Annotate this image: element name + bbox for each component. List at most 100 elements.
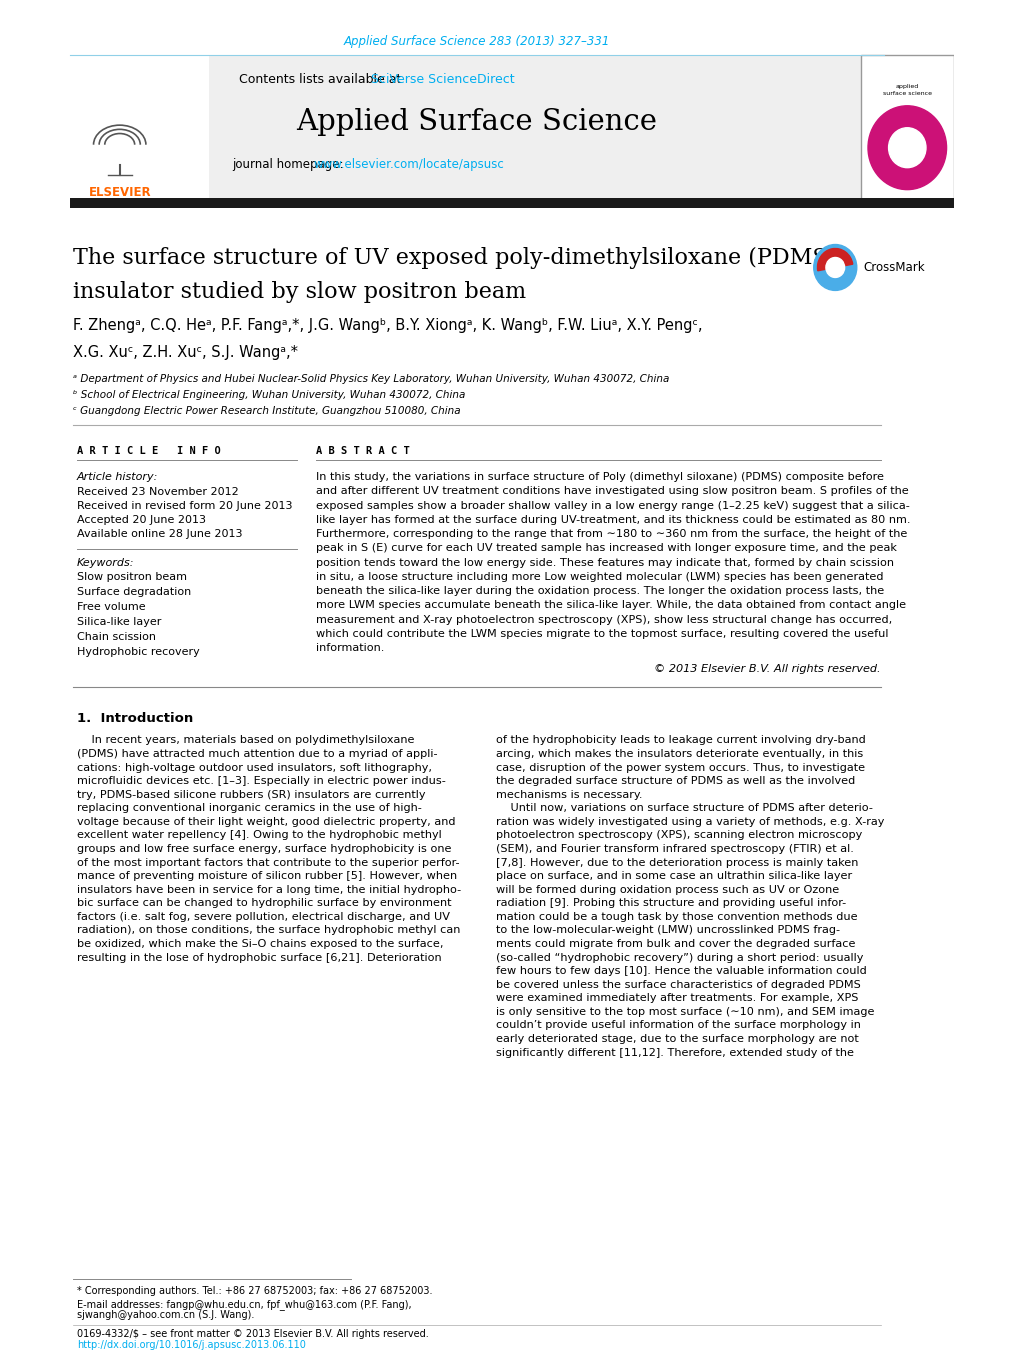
Text: case, disruption of the power system occurs. Thus, to investigate: case, disruption of the power system occ… (495, 762, 864, 773)
Text: of the hydrophobicity leads to leakage current involving dry-band: of the hydrophobicity leads to leakage c… (495, 735, 865, 746)
Text: peak in S (E) curve for each UV treated sample has increased with longer exposur: peak in S (E) curve for each UV treated … (316, 543, 896, 554)
Text: A R T I C L E   I N F O: A R T I C L E I N F O (76, 446, 220, 457)
Text: were examined immediately after treatments. For example, XPS: were examined immediately after treatmen… (495, 993, 857, 1004)
Text: insulators have been in service for a long time, the initial hydropho-: insulators have been in service for a lo… (76, 885, 461, 894)
Text: In this study, the variations in surface structure of Poly (dimethyl siloxane) (: In this study, the variations in surface… (316, 471, 883, 482)
Bar (860, 55, 953, 204)
Text: Accepted 20 June 2013: Accepted 20 June 2013 (76, 515, 206, 526)
Text: position tends toward the low energy side. These features may indicate that, for: position tends toward the low energy sid… (316, 558, 894, 567)
Text: F. Zhengᵃ, C.Q. Heᵃ, P.F. Fangᵃ,*, J.G. Wangᵇ, B.Y. Xiongᵃ, K. Wangᵇ, F.W. Liuᵃ,: F. Zhengᵃ, C.Q. Heᵃ, P.F. Fangᵃ,*, J.G. … (73, 317, 702, 332)
Text: A B S T R A C T: A B S T R A C T (316, 446, 410, 457)
Text: more LWM species accumulate beneath the silica-like layer. While, the data obtai: more LWM species accumulate beneath the … (316, 600, 906, 611)
Text: exposed samples show a broader shallow valley in a low energy range (1–2.25 keV): exposed samples show a broader shallow v… (316, 501, 909, 511)
Text: journal homepage:: journal homepage: (231, 158, 346, 172)
Text: early deteriorated stage, due to the surface morphology are not: early deteriorated stage, due to the sur… (495, 1034, 858, 1044)
Text: * Corresponding authors. Tel.: +86 27 68752003; fax: +86 27 68752003.: * Corresponding authors. Tel.: +86 27 68… (76, 1286, 432, 1297)
Text: ments could migrate from bulk and cover the degraded surface: ments could migrate from bulk and cover … (495, 939, 854, 948)
Text: Available online 28 June 2013: Available online 28 June 2013 (76, 530, 242, 539)
Text: resulting in the lose of hydrophobic surface [6,21]. Deterioration: resulting in the lose of hydrophobic sur… (76, 952, 441, 963)
Text: applied
surface science: applied surface science (881, 84, 931, 96)
Text: will be formed during oxidation process such as UV or Ozone: will be formed during oxidation process … (495, 885, 839, 894)
Text: (PDMS) have attracted much attention due to a myriad of appli-: (PDMS) have attracted much attention due… (76, 748, 437, 759)
Text: Contents lists available at: Contents lists available at (238, 73, 405, 86)
Text: excellent water repellency [4]. Owing to the hydrophobic methyl: excellent water repellency [4]. Owing to… (76, 831, 441, 840)
Bar (70, 55, 860, 204)
Text: like layer has formed at the surface during UV-treatment, and its thickness coul: like layer has formed at the surface dur… (316, 515, 910, 524)
Text: few hours to few days [10]. Hence the valuable information could: few hours to few days [10]. Hence the va… (495, 966, 865, 977)
Text: ELSEVIER: ELSEVIER (89, 186, 151, 199)
Text: voltage because of their light weight, good dielectric property, and: voltage because of their light weight, g… (76, 817, 454, 827)
Text: In recent years, materials based on polydimethylsiloxane: In recent years, materials based on poly… (76, 735, 414, 746)
Text: ration was widely investigated using a variety of methods, e.g. X-ray: ration was widely investigated using a v… (495, 817, 883, 827)
Text: The surface structure of UV exposed poly-dimethylsiloxane (PDMS): The surface structure of UV exposed poly… (73, 246, 836, 269)
Text: is only sensitive to the top most surface (∼10 nm), and SEM image: is only sensitive to the top most surfac… (495, 1006, 873, 1017)
Circle shape (825, 258, 844, 277)
Text: be oxidized, which make the Si–O chains exposed to the surface,: be oxidized, which make the Si–O chains … (76, 939, 443, 948)
Text: be covered unless the surface characteristics of degraded PDMS: be covered unless the surface characteri… (495, 979, 860, 990)
Text: http://dx.doi.org/10.1016/j.apsusc.2013.06.110: http://dx.doi.org/10.1016/j.apsusc.2013.… (76, 1340, 306, 1350)
Text: Received in revised form 20 June 2013: Received in revised form 20 June 2013 (76, 501, 291, 511)
Text: place on surface, and in some case an ultrathin silica-like layer: place on surface, and in some case an ul… (495, 871, 851, 881)
Text: www.elsevier.com/locate/apsusc: www.elsevier.com/locate/apsusc (313, 158, 503, 172)
Text: Hydrophobic recovery: Hydrophobic recovery (76, 647, 200, 657)
Text: groups and low free surface energy, surface hydrophobicity is one: groups and low free surface energy, surf… (76, 844, 450, 854)
Text: arcing, which makes the insulators deteriorate eventually, in this: arcing, which makes the insulators deter… (495, 748, 862, 759)
Text: SciVerse ScienceDirect: SciVerse ScienceDirect (371, 73, 514, 86)
Text: Applied Surface Science: Applied Surface Science (297, 108, 657, 135)
Text: Silica-like layer: Silica-like layer (76, 617, 161, 627)
Circle shape (888, 128, 925, 168)
Text: (SEM), and Fourier transform infrared spectroscopy (FTIR) et al.: (SEM), and Fourier transform infrared sp… (495, 844, 853, 854)
Text: couldn’t provide useful information of the surface morphology in: couldn’t provide useful information of t… (495, 1020, 860, 1031)
Text: (so-called “hydrophobic recovery”) during a short period: usually: (so-called “hydrophobic recovery”) durin… (495, 952, 862, 963)
Text: CrossMark: CrossMark (862, 261, 924, 274)
Text: the degraded surface structure of PDMS as well as the involved: the degraded surface structure of PDMS a… (495, 775, 854, 786)
Text: insulator studied by slow positron beam: insulator studied by slow positron beam (73, 281, 526, 304)
Text: Furthermore, corresponding to the range that from ∼180 to ∼360 nm from the surfa: Furthermore, corresponding to the range … (316, 530, 907, 539)
Text: microfluidic devices etc. [1–3]. Especially in electric power indus-: microfluidic devices etc. [1–3]. Especia… (76, 775, 445, 786)
Text: Surface degradation: Surface degradation (76, 586, 191, 597)
Text: mation could be a tough task by those convention methods due: mation could be a tough task by those co… (495, 912, 857, 921)
Text: 1.  Introduction: 1. Introduction (76, 712, 193, 725)
Text: Keywords:: Keywords: (76, 558, 135, 567)
Text: bic surface can be changed to hydrophilic surface by environment: bic surface can be changed to hydrophili… (76, 898, 450, 908)
Text: replacing conventional inorganic ceramics in the use of high-: replacing conventional inorganic ceramic… (76, 804, 421, 813)
Circle shape (867, 105, 946, 189)
Text: ᵇ School of Electrical Engineering, Wuhan University, Wuhan 430072, China: ᵇ School of Electrical Engineering, Wuha… (73, 390, 465, 400)
Text: 0169-4332/$ – see front matter © 2013 Elsevier B.V. All rights reserved.: 0169-4332/$ – see front matter © 2013 El… (76, 1329, 428, 1339)
Text: Chain scission: Chain scission (76, 632, 156, 642)
Text: which could contribute the LWM species migrate to the topmost surface, resulting: which could contribute the LWM species m… (316, 630, 888, 639)
Text: radiation [9]. Probing this structure and providing useful infor-: radiation [9]. Probing this structure an… (495, 898, 845, 908)
Text: E-mail addresses: fangp@whu.edu.cn, fpf_whu@163.com (P.F. Fang),: E-mail addresses: fangp@whu.edu.cn, fpf_… (76, 1298, 411, 1310)
Text: Received 23 November 2012: Received 23 November 2012 (76, 486, 238, 497)
Text: cations: high-voltage outdoor used insulators, soft lithography,: cations: high-voltage outdoor used insul… (76, 762, 431, 773)
Text: radiation), on those conditions, the surface hydrophobic methyl can: radiation), on those conditions, the sur… (76, 925, 460, 935)
Wedge shape (816, 249, 852, 270)
Text: © 2013 Elsevier B.V. All rights reserved.: © 2013 Elsevier B.V. All rights reserved… (654, 663, 880, 674)
Text: [7,8]. However, due to the deterioration process is mainly taken: [7,8]. However, due to the deterioration… (495, 858, 857, 867)
Text: Applied Surface Science 283 (2013) 327–331: Applied Surface Science 283 (2013) 327–3… (343, 35, 609, 49)
Text: Slow positron beam: Slow positron beam (76, 571, 186, 582)
Text: beneath the silica-like layer during the oxidation process. The longer the oxida: beneath the silica-like layer during the… (316, 586, 883, 596)
Text: measurement and X-ray photoelectron spectroscopy (XPS), show less structural cha: measurement and X-ray photoelectron spec… (316, 615, 892, 624)
Bar (70, 55, 208, 204)
Text: factors (i.e. salt fog, severe pollution, electrical discharge, and UV: factors (i.e. salt fog, severe pollution… (76, 912, 449, 921)
Text: to the low-molecular-weight (LMW) uncrosslinked PDMS frag-: to the low-molecular-weight (LMW) uncros… (495, 925, 839, 935)
Text: Article history:: Article history: (76, 471, 158, 482)
Bar (70, 197, 953, 208)
Text: information.: information. (316, 643, 384, 654)
Text: Until now, variations on surface structure of PDMS after deterio-: Until now, variations on surface structu… (495, 804, 871, 813)
Text: mechanisms is necessary.: mechanisms is necessary. (495, 790, 642, 800)
Text: significantly different [11,12]. Therefore, extended study of the: significantly different [11,12]. Therefo… (495, 1047, 853, 1058)
Text: try, PDMS-based silicone rubbers (SR) insulators are currently: try, PDMS-based silicone rubbers (SR) in… (76, 790, 425, 800)
Text: and after different UV treatment conditions have investigated using slow positro: and after different UV treatment conditi… (316, 486, 908, 496)
Text: ᶜ Guangdong Electric Power Research Institute, Guangzhou 510080, China: ᶜ Guangdong Electric Power Research Inst… (73, 407, 461, 416)
Text: sjwangh@yahoo.com.cn (S.J. Wang).: sjwangh@yahoo.com.cn (S.J. Wang). (76, 1310, 254, 1320)
Text: Free volume: Free volume (76, 601, 145, 612)
Text: in situ, a loose structure including more Low weighted molecular (LWM) species h: in situ, a loose structure including mor… (316, 571, 882, 582)
Text: photoelectron spectroscopy (XPS), scanning electron microscopy: photoelectron spectroscopy (XPS), scanni… (495, 831, 861, 840)
Text: mance of preventing moisture of silicon rubber [5]. However, when: mance of preventing moisture of silicon … (76, 871, 457, 881)
Circle shape (813, 245, 856, 290)
Text: ᵃ Department of Physics and Hubei Nuclear-Solid Physics Key Laboratory, Wuhan Un: ᵃ Department of Physics and Hubei Nuclea… (73, 374, 668, 384)
Text: of the most important factors that contribute to the superior perfor-: of the most important factors that contr… (76, 858, 459, 867)
Text: X.G. Xuᶜ, Z.H. Xuᶜ, S.J. Wangᵃ,*: X.G. Xuᶜ, Z.H. Xuᶜ, S.J. Wangᵃ,* (73, 345, 298, 359)
